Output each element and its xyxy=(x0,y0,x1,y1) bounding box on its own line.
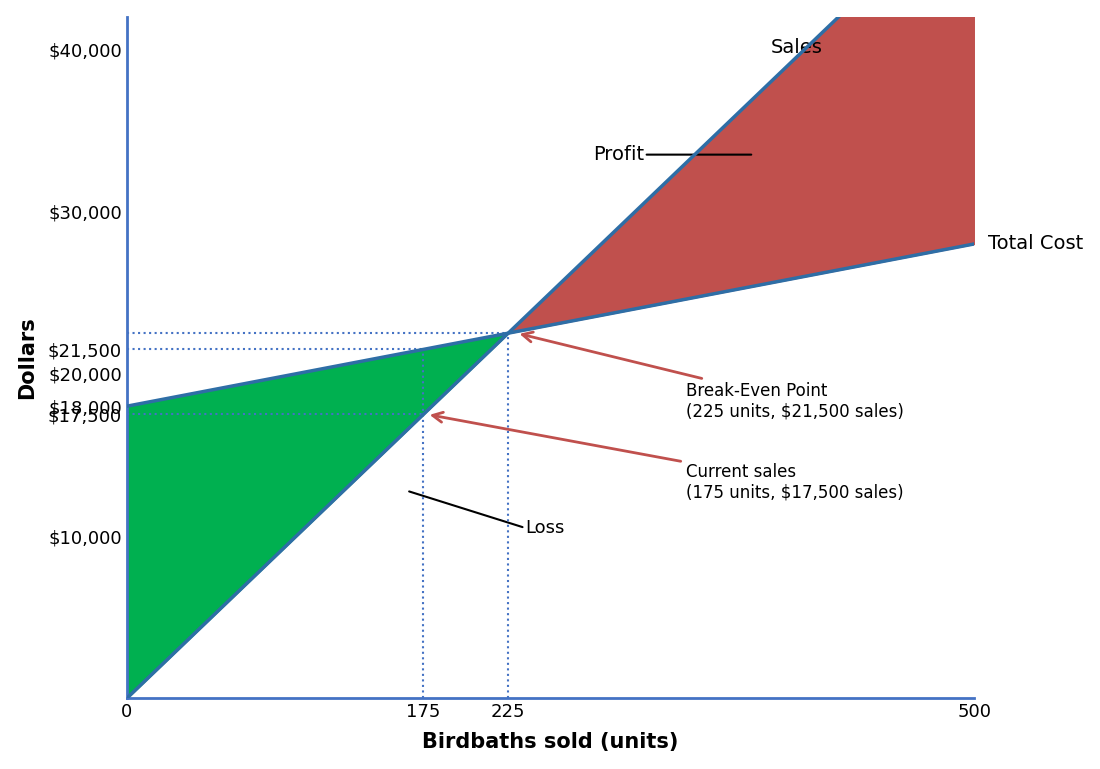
X-axis label: Birdbaths sold (units): Birdbaths sold (units) xyxy=(422,732,679,752)
Text: Break-Even Point
(225 units, $21,500 sales): Break-Even Point (225 units, $21,500 sal… xyxy=(522,332,904,421)
Text: Current sales
(175 units, $17,500 sales): Current sales (175 units, $17,500 sales) xyxy=(432,412,904,502)
Y-axis label: Dollars: Dollars xyxy=(16,316,36,399)
Text: Sales: Sales xyxy=(770,38,823,57)
Text: Loss: Loss xyxy=(525,519,564,537)
Text: Total Cost: Total Cost xyxy=(988,235,1084,254)
Text: Profit: Profit xyxy=(593,145,644,164)
